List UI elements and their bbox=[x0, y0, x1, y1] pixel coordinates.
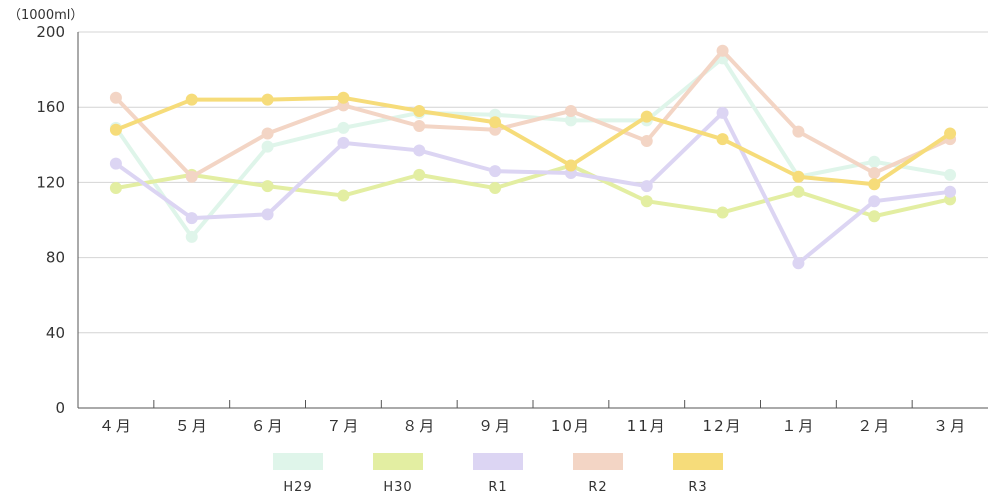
data-point bbox=[868, 155, 881, 168]
data-point bbox=[868, 178, 881, 191]
legend-item-r1: R1 bbox=[473, 453, 523, 495]
data-point bbox=[185, 93, 198, 106]
data-point bbox=[261, 180, 274, 193]
series-layer bbox=[109, 44, 957, 270]
data-point bbox=[185, 212, 198, 225]
x-tick-label: 10月 bbox=[551, 417, 591, 435]
data-point bbox=[489, 182, 502, 195]
data-point bbox=[640, 110, 653, 123]
legend-label: R1 bbox=[488, 480, 507, 495]
data-point bbox=[792, 257, 805, 270]
legend: H29 H30 R1 R2 R3 bbox=[273, 453, 723, 495]
series-r3 bbox=[109, 91, 957, 191]
legend-swatch bbox=[273, 453, 323, 470]
data-point bbox=[109, 182, 122, 195]
x-tick-label: ８月 bbox=[402, 417, 436, 435]
y-tick-label: 80 bbox=[46, 249, 65, 267]
x-tick-label: ３月 bbox=[933, 417, 967, 435]
data-point bbox=[640, 135, 653, 148]
data-point bbox=[185, 230, 198, 243]
legend-label: H30 bbox=[383, 480, 412, 495]
data-point bbox=[944, 185, 957, 198]
data-point bbox=[944, 127, 957, 140]
legend-swatch bbox=[573, 453, 623, 470]
legend-item-r3: R3 bbox=[673, 453, 723, 495]
legend-item-r2: R2 bbox=[573, 453, 623, 495]
data-point bbox=[337, 189, 350, 202]
data-point bbox=[716, 133, 729, 146]
data-point bbox=[868, 195, 881, 208]
data-point bbox=[261, 93, 274, 106]
axes-layer: 0 40 80 120 160 200 ４月 ５月 ６月 ７月 ８月 ９月 10月 11月 12月 １月 ２月 ３… bbox=[36, 23, 988, 435]
data-point bbox=[564, 114, 577, 127]
data-point bbox=[944, 168, 957, 181]
data-point bbox=[337, 121, 350, 134]
x-tick-label: ４月 bbox=[99, 417, 133, 435]
data-point bbox=[640, 195, 653, 208]
legend-item-h30: H30 bbox=[373, 453, 423, 495]
x-tick-label: ７月 bbox=[326, 417, 360, 435]
data-point bbox=[868, 167, 881, 179]
data-point bbox=[413, 168, 426, 181]
data-point bbox=[564, 104, 577, 117]
data-point bbox=[716, 206, 729, 219]
data-point bbox=[185, 170, 198, 183]
data-point bbox=[792, 170, 805, 183]
legend-swatch bbox=[373, 453, 423, 470]
data-point bbox=[261, 140, 274, 153]
x-tick-label: ５月 bbox=[175, 417, 209, 435]
data-point bbox=[413, 104, 426, 117]
data-point bbox=[489, 116, 502, 129]
data-point bbox=[109, 123, 122, 136]
legend-label: R3 bbox=[688, 480, 707, 495]
data-point bbox=[261, 208, 274, 221]
x-tick-label: ６月 bbox=[251, 417, 285, 435]
data-point bbox=[716, 106, 729, 119]
y-tick-label: 160 bbox=[36, 98, 65, 116]
data-point bbox=[109, 91, 122, 104]
y-tick-label: 200 bbox=[36, 23, 65, 41]
x-tick-label: ９月 bbox=[478, 417, 512, 435]
series-r2 bbox=[109, 44, 957, 183]
series-line bbox=[113, 56, 953, 239]
series-line bbox=[113, 163, 953, 219]
legend-label: R2 bbox=[588, 480, 607, 495]
data-point bbox=[413, 144, 426, 157]
data-point bbox=[337, 136, 350, 149]
data-point bbox=[792, 125, 805, 138]
data-point bbox=[109, 157, 122, 170]
data-point bbox=[716, 44, 729, 57]
x-tick-label: 12月 bbox=[703, 417, 743, 435]
data-point bbox=[337, 91, 350, 104]
y-tick-label: 0 bbox=[55, 399, 65, 417]
y-tick-label: 40 bbox=[46, 324, 65, 342]
data-point bbox=[792, 185, 805, 198]
legend-swatch bbox=[473, 453, 523, 470]
legend-item-h29: H29 bbox=[273, 453, 323, 495]
data-point bbox=[868, 210, 881, 223]
legend-swatch bbox=[673, 453, 723, 470]
series-line bbox=[113, 48, 953, 179]
data-point bbox=[413, 120, 426, 132]
x-tick-label: 11月 bbox=[627, 417, 667, 435]
y-axis-unit-label: （1000ml） bbox=[8, 8, 83, 23]
data-point bbox=[261, 127, 274, 140]
series-r1 bbox=[109, 106, 957, 270]
series-line bbox=[113, 95, 953, 187]
series-line bbox=[113, 110, 953, 266]
x-tick-label: １月 bbox=[781, 417, 815, 435]
legend-label: H29 bbox=[283, 480, 312, 495]
x-tick-label: ２月 bbox=[857, 417, 891, 435]
data-point bbox=[640, 180, 653, 193]
y-tick-label: 120 bbox=[36, 173, 65, 191]
data-point bbox=[489, 165, 502, 178]
data-point bbox=[564, 159, 577, 172]
